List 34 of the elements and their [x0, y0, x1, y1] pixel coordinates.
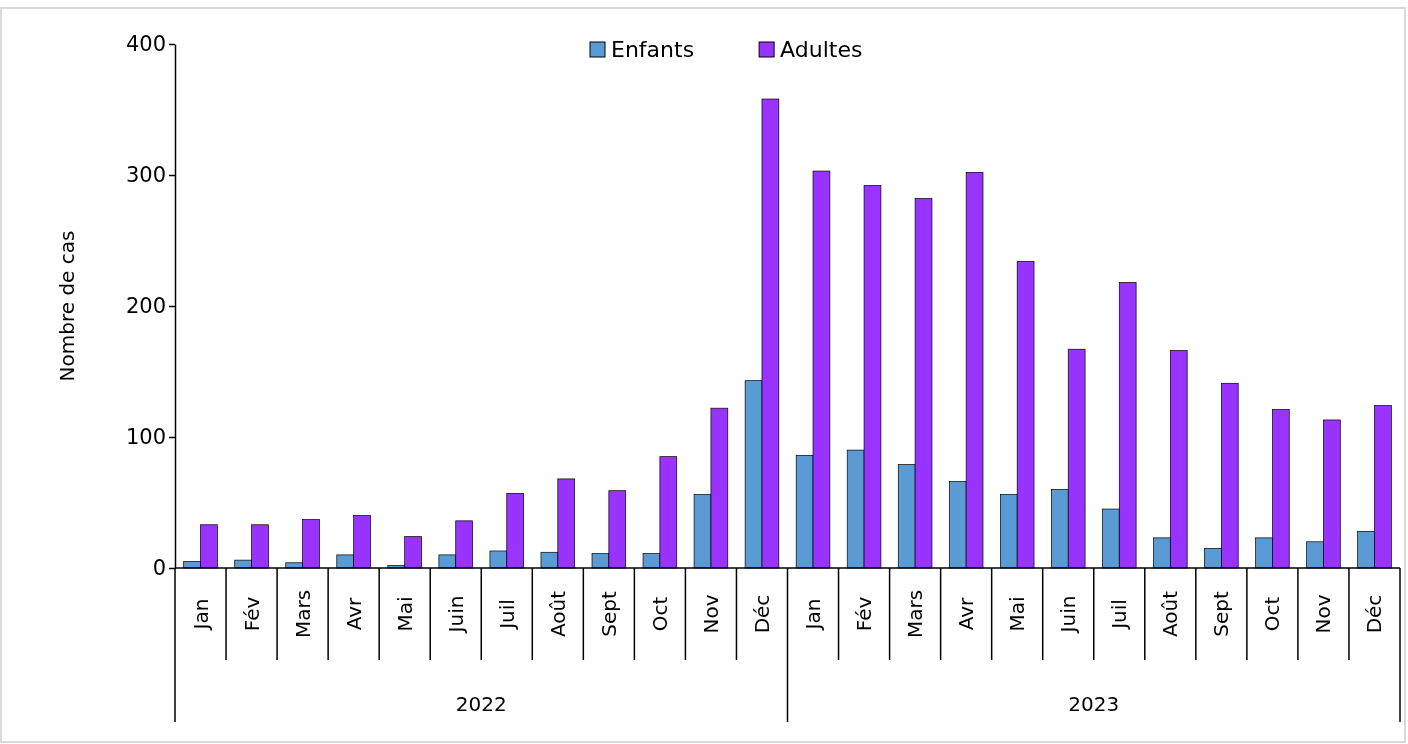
x-tick-label: Sept: [596, 591, 621, 637]
y-axis-title: Nombre de cas: [55, 230, 79, 382]
y-tick-label: 200: [125, 294, 166, 319]
x-tick-label: Nov: [1311, 594, 1336, 634]
x-tick-label: Jan: [801, 598, 826, 632]
x-tick-label: Juil: [1107, 599, 1132, 631]
x-tick-label: Mars: [290, 589, 315, 639]
y-tick-label: 300: [125, 163, 166, 188]
x-tick-label: Fév: [239, 596, 264, 632]
text: 2022: [455, 692, 507, 716]
x-tick-label: Fév: [852, 596, 877, 632]
x-tick-label: Avr: [341, 596, 366, 631]
x-tick-label: Mars: [903, 589, 928, 639]
x-tick-label: Avr: [954, 596, 979, 631]
y-tick-label: 0: [152, 556, 166, 581]
x-tick-label: Mai: [1005, 596, 1030, 632]
x-tick-label: Oct: [1260, 596, 1285, 632]
x-tick-label: Oct: [647, 596, 672, 632]
x-tick-label: Juin: [1056, 595, 1081, 635]
x-tick-label: Août: [1158, 590, 1183, 638]
x-tick-label: Sept: [1209, 591, 1234, 637]
y-tick-label: 100: [125, 425, 166, 450]
x-tick-label: Déc: [749, 594, 774, 634]
text: 2023: [1068, 692, 1120, 716]
legend-label: Adultes: [780, 37, 863, 62]
x-tick-label: Mai: [392, 596, 417, 632]
y-tick-label: 400: [125, 32, 166, 57]
x-tick-label: Juin: [443, 595, 468, 635]
legend-label: Enfants: [611, 37, 695, 62]
x-tick-label: Août: [545, 590, 570, 638]
x-tick-label: Juil: [494, 599, 519, 631]
x-tick-label: Nov: [698, 594, 723, 634]
x-tick-label: Jan: [188, 598, 213, 632]
x-tick-label: Déc: [1362, 594, 1387, 634]
